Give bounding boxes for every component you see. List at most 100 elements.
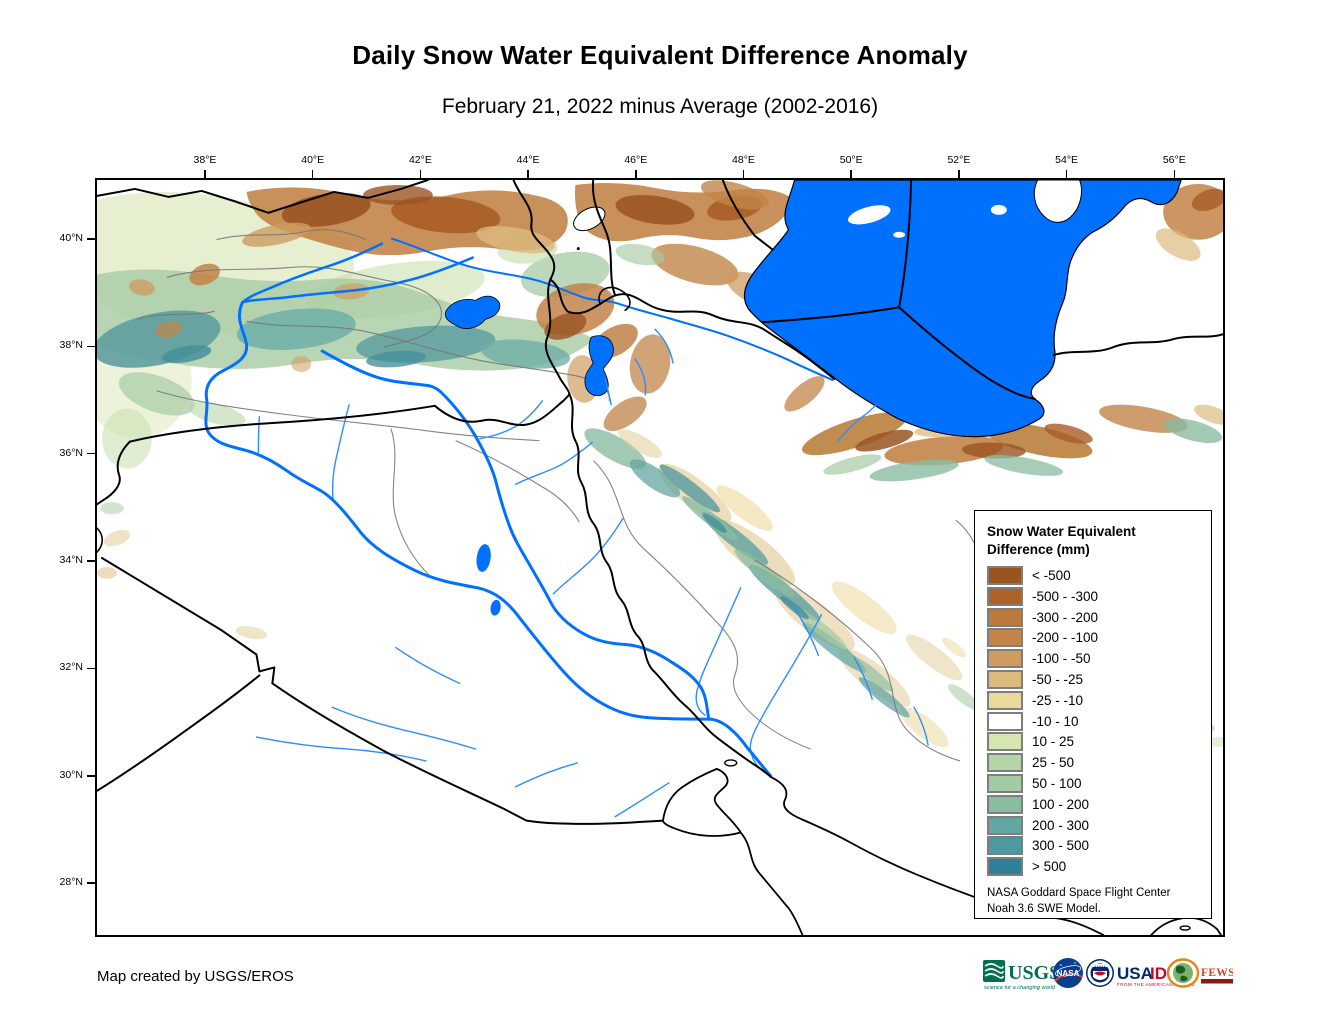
legend-swatch <box>987 836 1023 856</box>
longitude-tick-label: 48°E <box>732 154 755 166</box>
legend-item: -500 - -300 <box>987 586 1199 607</box>
legend-swatch <box>987 711 1023 731</box>
qeshm-island <box>1179 925 1191 931</box>
legend-item: > 500 <box>987 856 1199 877</box>
fewsnet-logo: FEWS NET <box>1166 958 1262 988</box>
latitude-tick-label: 38°N <box>59 339 83 352</box>
longitude-tick-label: 38°E <box>193 154 217 166</box>
legend-item: < -500 <box>987 565 1199 586</box>
logos-row: USGS science for a changing world NASA ★… <box>983 954 1262 1004</box>
usgs-tagline: science for a changing world <box>984 985 1056 991</box>
legend-label: > 500 <box>1032 859 1067 875</box>
latitude-tick <box>87 452 97 455</box>
usgs-logo-text: USGS <box>1008 962 1060 984</box>
fewsnet-tagline-bar <box>1201 979 1243 984</box>
country-borders <box>97 180 1223 935</box>
longitude-tick <box>1173 170 1176 180</box>
murat-river <box>241 256 474 304</box>
map: 38°E 40°E 42°E 44°E 46°E 48°E 50°E 52°E 54°E 56°E… <box>60 154 1225 937</box>
legend-swatch <box>987 669 1023 689</box>
latitude-tick-label: 36°N <box>59 446 83 459</box>
legend-label: -25 - -10 <box>1032 692 1084 708</box>
nakhchivan-border <box>598 286 631 312</box>
iran-turkmenistan-border <box>1052 333 1223 357</box>
longitude-tick <box>850 170 852 180</box>
iran-turkey-border <box>544 278 571 395</box>
nasa-logo: NASA <box>1053 958 1083 988</box>
legend-label: 100 - 200 <box>1032 796 1090 812</box>
longitude-tick <box>527 170 529 180</box>
legend-swatch <box>987 753 1023 773</box>
legend-item: 300 - 500 <box>987 835 1199 856</box>
legend-swatch <box>987 607 1023 627</box>
legend-item: -10 - 10 <box>987 711 1199 732</box>
map-graphic <box>97 180 1223 935</box>
rivers-major <box>204 237 834 778</box>
map-credit: Map created by USGS/EROS <box>97 968 294 985</box>
legend-item: -100 - -50 <box>987 648 1199 669</box>
legend-item: -25 - -10 <box>987 690 1199 711</box>
longitude-tick <box>635 170 637 180</box>
legend-source-line1: NASA Goddard Space Flight Center <box>987 887 1171 900</box>
latitude-tick <box>87 238 97 240</box>
usaid-tagline: FROM THE AMERICAN PEOPLE <box>1117 982 1195 987</box>
latitude-tick-label: 32°N <box>59 661 83 674</box>
legend-label: 25 - 50 <box>1032 755 1075 771</box>
turkey-iraq-border <box>433 392 571 426</box>
latitude-tick <box>87 775 97 777</box>
longitude-tick-label: 44°E <box>516 154 540 166</box>
legend-item: 100 - 200 <box>987 794 1199 815</box>
rivers-minor <box>255 328 929 818</box>
caucasus-borders <box>512 180 836 380</box>
lake-sevan <box>573 206 606 232</box>
legend-swatch <box>987 794 1023 814</box>
legend-label: -10 - 10 <box>1032 713 1079 729</box>
longitude-tick-label: 54°E <box>1055 154 1079 166</box>
usaid-logo: ★★★★★ USA ID FROM THE AMERICAN PEOPLE <box>1086 959 1195 987</box>
tigris-river <box>320 349 711 721</box>
legend: Snow Water Equivalent Difference (mm) < … <box>974 510 1212 919</box>
legend-source: NASA Goddard Space Flight Center Noah 3.… <box>987 886 1199 917</box>
fewsnet-logo-text: FEWS NET <box>1201 967 1233 979</box>
legend-title: Snow Water Equivalent Difference (mm) <box>987 523 1199 558</box>
caspian-island <box>990 204 1007 215</box>
caspian-sea <box>743 180 1182 438</box>
legend-swatch <box>987 773 1023 793</box>
longitude-tick <box>204 170 206 180</box>
legend-swatch <box>987 815 1023 835</box>
legend-title-line1: Snow Water Equivalent <box>987 524 1136 539</box>
caspian-maritime-border-west <box>761 306 901 324</box>
page-title: Daily Snow Water Equivalent Difference A… <box>352 40 968 70</box>
lake-tharthar <box>476 544 491 572</box>
border-point <box>576 247 580 251</box>
bubiyan-island <box>724 759 738 767</box>
legend-label: 300 - 500 <box>1032 838 1090 854</box>
latitude-tick-label: 28°N <box>59 876 83 889</box>
longitude-tick <box>958 170 960 180</box>
nasa-logo-text: NASA <box>1057 969 1080 978</box>
latitude-tick-label: 40°N <box>59 232 83 244</box>
legend-item: 10 - 25 <box>987 731 1199 752</box>
legend-swatch <box>987 732 1023 752</box>
legend-title-line2: Difference (mm) <box>987 541 1090 557</box>
legend-swatch <box>987 649 1023 669</box>
karasu-river <box>241 242 384 304</box>
legend-swatch <box>987 628 1023 648</box>
legend-item: 200 - 300 <box>987 815 1199 836</box>
legend-label: < -500 <box>1032 567 1071 583</box>
longitude-tick-label: 46°E <box>624 154 648 166</box>
kuwait-border <box>662 767 742 837</box>
lake-van <box>444 295 501 329</box>
longitude-tick <box>311 170 314 180</box>
legend-label: -50 - -25 <box>1032 671 1084 687</box>
legend-swatch <box>987 857 1023 877</box>
legend-swatch <box>987 690 1023 710</box>
longitude-tick <box>742 170 745 180</box>
legend-item: 25 - 50 <box>987 752 1199 773</box>
latitude-tick <box>87 667 97 670</box>
aras-river <box>390 237 834 381</box>
lake-razzaza <box>490 599 501 616</box>
turkmen-peninsula <box>1033 180 1082 223</box>
caspian-island <box>893 231 906 238</box>
longitude-tick-label: 42°E <box>408 154 432 166</box>
